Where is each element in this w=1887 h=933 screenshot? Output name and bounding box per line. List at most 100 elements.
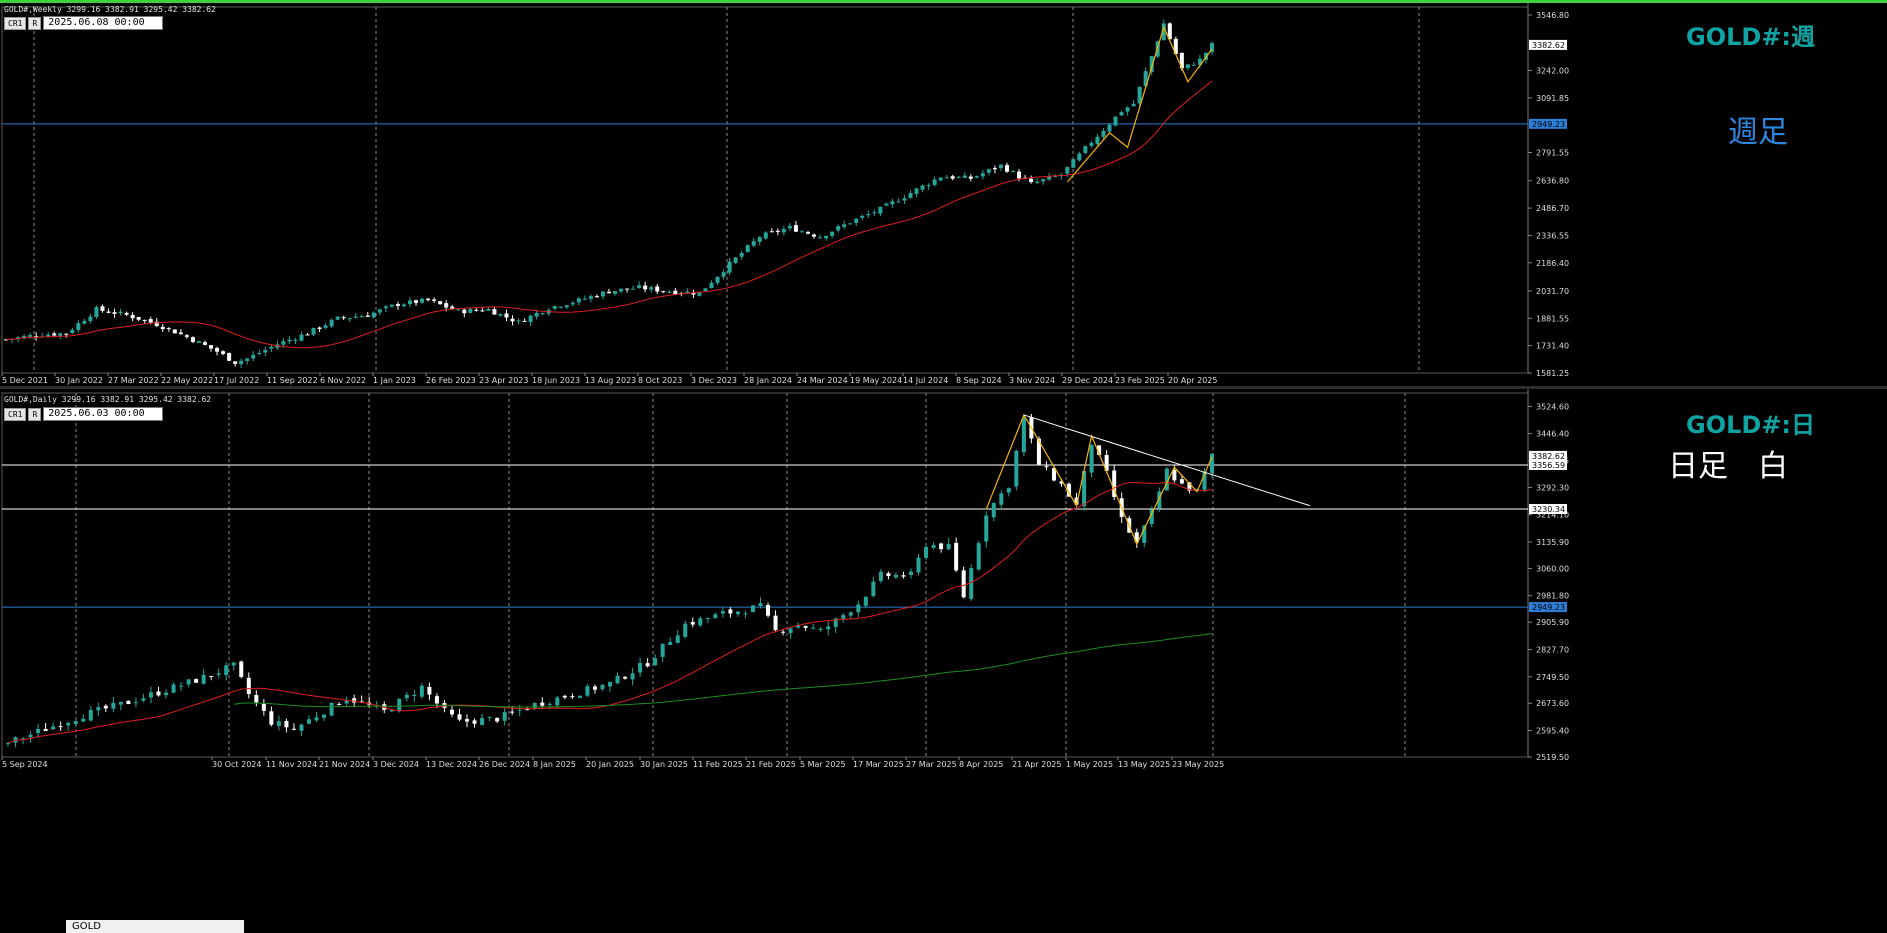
y-tick-label: 2905.90 bbox=[1536, 618, 1569, 627]
level-price-tag bbox=[1529, 504, 1567, 515]
candle-body bbox=[763, 232, 768, 239]
daily-note-label: 日足 白 bbox=[1668, 449, 1788, 484]
candle-body bbox=[502, 711, 507, 721]
weekly-cr1-button[interactable]: CR1 bbox=[4, 16, 27, 30]
candle-body bbox=[66, 722, 71, 726]
candle-body bbox=[335, 316, 340, 320]
moving-average-line bbox=[5, 80, 1213, 349]
current-price-tag bbox=[1529, 39, 1567, 50]
candle-body bbox=[504, 313, 509, 318]
candle-body bbox=[607, 291, 611, 294]
candle-body bbox=[21, 738, 26, 740]
candle-body bbox=[365, 315, 370, 317]
candle-body bbox=[615, 675, 620, 684]
candle-body bbox=[705, 618, 710, 620]
candle-body bbox=[944, 177, 949, 179]
candle-body bbox=[886, 573, 891, 577]
daily-chart-panel[interactable]: 3524.603446.403368.853292.303214.103135.… bbox=[0, 389, 1887, 933]
candle-body bbox=[224, 665, 229, 675]
candle-body bbox=[878, 571, 883, 582]
weekly-chart-panel[interactable]: 3546.80 3242.00 3091.85 2791.55 2636.80 2486.… bbox=[0, 3, 1887, 386]
candle-body bbox=[600, 291, 605, 297]
candle-body bbox=[1089, 142, 1094, 146]
candle-body bbox=[495, 717, 500, 722]
candle-body bbox=[558, 306, 563, 308]
x-tick-label: 20 Apr 2025 bbox=[1168, 376, 1217, 385]
y-tick-label: 3214.10 bbox=[1536, 511, 1569, 520]
candle-body bbox=[833, 618, 838, 627]
daily-cr1-button[interactable]: CR1 bbox=[4, 407, 27, 421]
candle-body bbox=[231, 662, 236, 666]
level-price-text: 3356.59 bbox=[1532, 461, 1565, 470]
candle-body bbox=[649, 287, 654, 290]
current-price-tag bbox=[1529, 450, 1567, 461]
candle-body bbox=[691, 292, 696, 295]
candle-body bbox=[34, 336, 39, 338]
trendline bbox=[1023, 414, 1310, 507]
candle-body bbox=[1036, 438, 1041, 465]
candle-body bbox=[133, 702, 138, 704]
candle-body bbox=[1053, 175, 1058, 177]
candle-body bbox=[186, 679, 191, 685]
y-tick-label: 2186.40 bbox=[1536, 259, 1569, 268]
candle-body bbox=[781, 631, 786, 633]
candle-body bbox=[773, 615, 778, 631]
candle-body bbox=[510, 711, 515, 713]
candle-body bbox=[305, 334, 310, 336]
candle-body bbox=[1125, 107, 1130, 112]
x-tick-label: 27 Mar 2025 bbox=[906, 760, 957, 769]
candle-body bbox=[534, 312, 539, 317]
candle-body bbox=[456, 309, 461, 311]
candle-body bbox=[585, 686, 590, 696]
x-tick-label: 1 Jan 2023 bbox=[373, 376, 416, 385]
candle-body bbox=[1077, 153, 1082, 161]
candle-body bbox=[1051, 468, 1056, 481]
candle-body bbox=[1164, 468, 1169, 491]
candle-body bbox=[322, 714, 327, 718]
candle-body bbox=[562, 695, 567, 698]
x-tick-label: 18 Jun 2023 bbox=[532, 376, 580, 385]
candle-body bbox=[414, 300, 419, 303]
y-tick-label: 3242.00 bbox=[1536, 67, 1569, 76]
candle-body bbox=[474, 309, 479, 311]
candle-body bbox=[317, 327, 322, 329]
candle-body bbox=[805, 231, 810, 234]
candle-body bbox=[570, 302, 575, 305]
candle-body bbox=[58, 726, 63, 728]
candle-body bbox=[1210, 43, 1214, 53]
weekly-date-input[interactable]: 2025.06.08 00:00 bbox=[43, 16, 164, 30]
candle-body bbox=[457, 714, 462, 720]
candle-body bbox=[257, 353, 262, 355]
daily-r-button[interactable]: R bbox=[28, 407, 42, 421]
daily-date-input[interactable]: 2025.06.03 00:00 bbox=[43, 407, 164, 421]
candle-body bbox=[1083, 146, 1088, 153]
candle-body bbox=[758, 603, 763, 607]
candle-body bbox=[999, 493, 1004, 505]
candle-body bbox=[745, 245, 750, 252]
candle-body bbox=[733, 257, 738, 263]
candle-body bbox=[347, 317, 352, 320]
symbol-tab[interactable]: GOLD bbox=[66, 920, 244, 933]
moving-average-line bbox=[233, 633, 1213, 708]
candle-body bbox=[1194, 489, 1199, 491]
candle-body bbox=[371, 312, 376, 318]
candle-body bbox=[890, 201, 895, 205]
candle-body bbox=[1071, 159, 1076, 168]
candle-body bbox=[36, 729, 41, 734]
candle-body bbox=[420, 298, 425, 303]
x-tick-label: 5 Sep 2024 bbox=[2, 760, 48, 769]
candle-body bbox=[720, 611, 725, 614]
x-tick-label: 23 Apr 2023 bbox=[479, 376, 528, 385]
candle-body bbox=[1143, 71, 1148, 87]
weekly-r-button[interactable]: R bbox=[28, 16, 42, 30]
candle-body bbox=[1097, 445, 1102, 455]
x-tick-label: 17 Jul 2022 bbox=[214, 376, 259, 385]
candle-body bbox=[555, 697, 560, 706]
candle-body bbox=[196, 341, 201, 343]
candle-body bbox=[799, 231, 804, 233]
candle-body bbox=[619, 288, 624, 292]
y-tick-label: 2519.50 bbox=[1536, 753, 1569, 762]
candle-body bbox=[1006, 488, 1011, 493]
x-tick-label: 3 Dec 2024 bbox=[373, 760, 419, 769]
candle-body bbox=[299, 334, 304, 341]
